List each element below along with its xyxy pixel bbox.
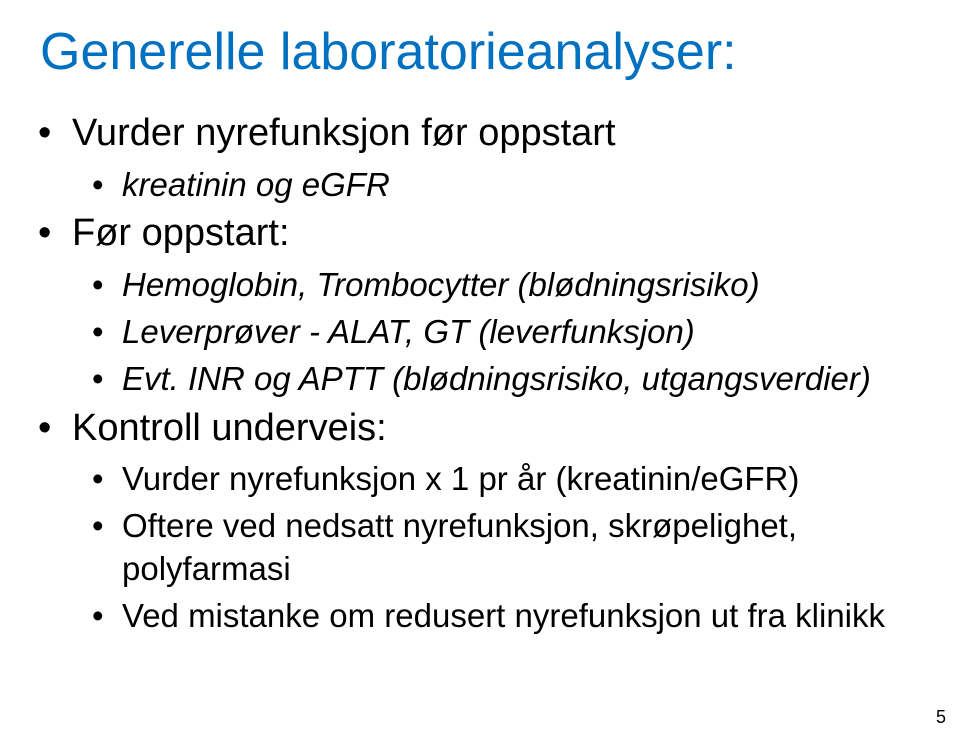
item-text: Evt. INR og APTT (blødningsrisiko, utgan… xyxy=(122,360,871,397)
item-text: Ved mistanke om redusert nyrefunksjon ut… xyxy=(122,597,885,634)
list-item: Vurder nyrefunksjon x 1 pr år (kreatinin… xyxy=(92,458,930,501)
list-item: Ved mistanke om redusert nyrefunksjon ut… xyxy=(92,595,930,638)
list-item: Før oppstart: Hemoglobin, Trombocytter (… xyxy=(38,210,930,400)
list-item: Leverprøver - ALAT, GT (leverfunksjon) xyxy=(92,311,930,354)
title-container: Generelle laboratorieanalyser: xyxy=(20,16,757,92)
item-text: Kontroll underveis: xyxy=(72,407,387,449)
list-item: Kontroll underveis: Vurder nyrefunksjon … xyxy=(38,405,930,638)
list-item: Oftere ved nedsatt nyrefunksjon, skrøpel… xyxy=(92,505,930,591)
item-text: Før oppstart: xyxy=(72,212,290,254)
slide-content: Vurder nyrefunksjon før oppstart kreatin… xyxy=(38,110,930,642)
bullet-list-level2: kreatinin og eGFR xyxy=(72,164,930,207)
item-text: Vurder nyrefunksjon før oppstart xyxy=(72,112,616,154)
bullet-list-level2: Hemoglobin, Trombocytter (blødningsrisik… xyxy=(72,264,930,401)
list-item: Vurder nyrefunksjon før oppstart kreatin… xyxy=(38,110,930,206)
bullet-list-level1: Vurder nyrefunksjon før oppstart kreatin… xyxy=(38,110,930,638)
bullet-list-level2: Vurder nyrefunksjon x 1 pr år (kreatinin… xyxy=(72,458,930,638)
item-text: Leverprøver - ALAT, GT (leverfunksjon) xyxy=(122,313,695,350)
list-item: kreatinin og eGFR xyxy=(92,164,930,207)
slide-title: Generelle laboratorieanalyser: xyxy=(40,22,737,82)
item-text: Vurder nyrefunksjon x 1 pr år (kreatinin… xyxy=(122,460,799,497)
list-item: Hemoglobin, Trombocytter (blødningsrisik… xyxy=(92,264,930,307)
item-text: Hemoglobin, Trombocytter (blødningsrisik… xyxy=(122,266,760,303)
page-number: 5 xyxy=(936,707,946,728)
list-item: Evt. INR og APTT (blødningsrisiko, utgan… xyxy=(92,358,930,401)
item-text: Oftere ved nedsatt nyrefunksjon, skrøpel… xyxy=(122,507,797,587)
slide: Generelle laboratorieanalyser: Vurder ny… xyxy=(0,0,960,734)
item-text: kreatinin og eGFR xyxy=(122,166,390,203)
